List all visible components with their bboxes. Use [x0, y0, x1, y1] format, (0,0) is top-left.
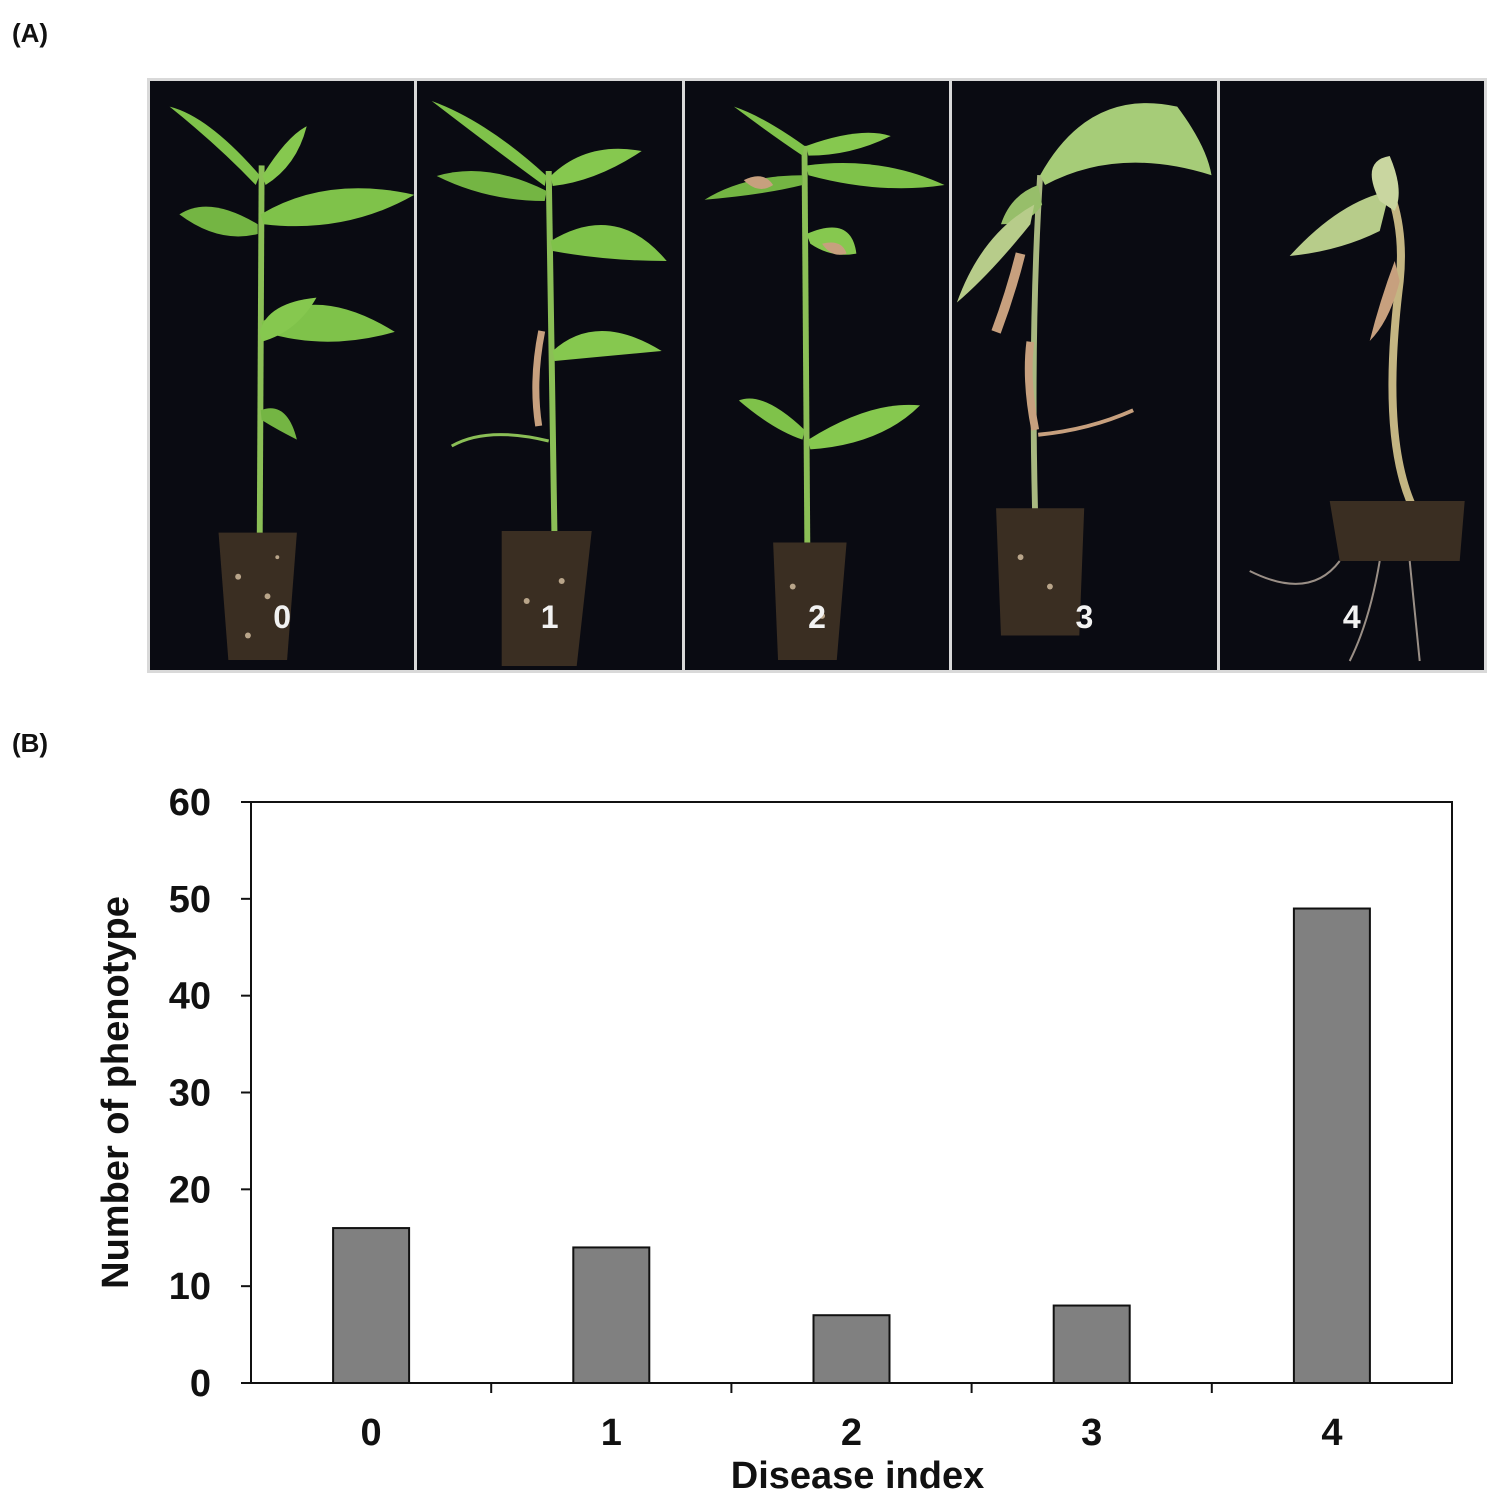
- panel-a-label: (A): [12, 18, 49, 48]
- healthy-plant-illustration: [169, 106, 415, 660]
- plant-photo-2: 2: [684, 81, 950, 670]
- wilted-plant-illustration: [1248, 156, 1465, 662]
- x-tick-label-4: 4: [1321, 1412, 1342, 1454]
- plant-illustration-2: [704, 106, 945, 660]
- x-axis-label: Disease index: [731, 1455, 984, 1497]
- bar-4: [1292, 907, 1371, 1384]
- plant-photo-4: 4: [1219, 81, 1485, 670]
- photo-index-0: 0: [273, 599, 292, 635]
- bar-1: [572, 1246, 651, 1384]
- y-tick-label-50: 50: [169, 879, 211, 921]
- x-tick-label-2: 2: [841, 1412, 862, 1454]
- y-tick-label-30: 30: [169, 1073, 211, 1115]
- bar-2: [812, 1314, 891, 1385]
- y-tick-label-0: 0: [190, 1363, 211, 1405]
- disease-index-bar-chart: 0 10 20 30 40 50 60 0 1 2 3 4 Number of phenotype D…: [95, 782, 1453, 1497]
- photo-index-4: 4: [1342, 599, 1361, 635]
- panel-b-label: (B): [12, 728, 49, 758]
- x-tick-label-1: 1: [601, 1412, 622, 1454]
- x-tick-label-0: 0: [361, 1412, 382, 1454]
- photo-index-3: 3: [1075, 599, 1094, 635]
- bar-3: [1052, 1304, 1131, 1384]
- bar-0: [332, 1227, 411, 1385]
- plant-photo-0: 0: [150, 81, 415, 670]
- plant-illustration-1: [432, 101, 668, 666]
- x-tick-label-3: 3: [1081, 1412, 1102, 1454]
- plant-photo-strip: 0 1: [147, 78, 1487, 673]
- y-axis-label: Number of phenotype: [95, 896, 137, 1289]
- y-tick-label-60: 60: [169, 782, 211, 824]
- y-tick-label-20: 20: [169, 1169, 211, 1211]
- plant-photo-1: 1: [417, 81, 682, 670]
- y-tick-label-10: 10: [169, 1266, 211, 1308]
- plant-illustration-3: [957, 103, 1212, 636]
- plot-area-frame: [250, 801, 1453, 1384]
- plant-photo-3: 3: [952, 81, 1217, 670]
- photo-index-2: 2: [808, 599, 826, 635]
- photo-index-1: 1: [540, 599, 559, 635]
- y-tick-label-40: 40: [169, 976, 211, 1018]
